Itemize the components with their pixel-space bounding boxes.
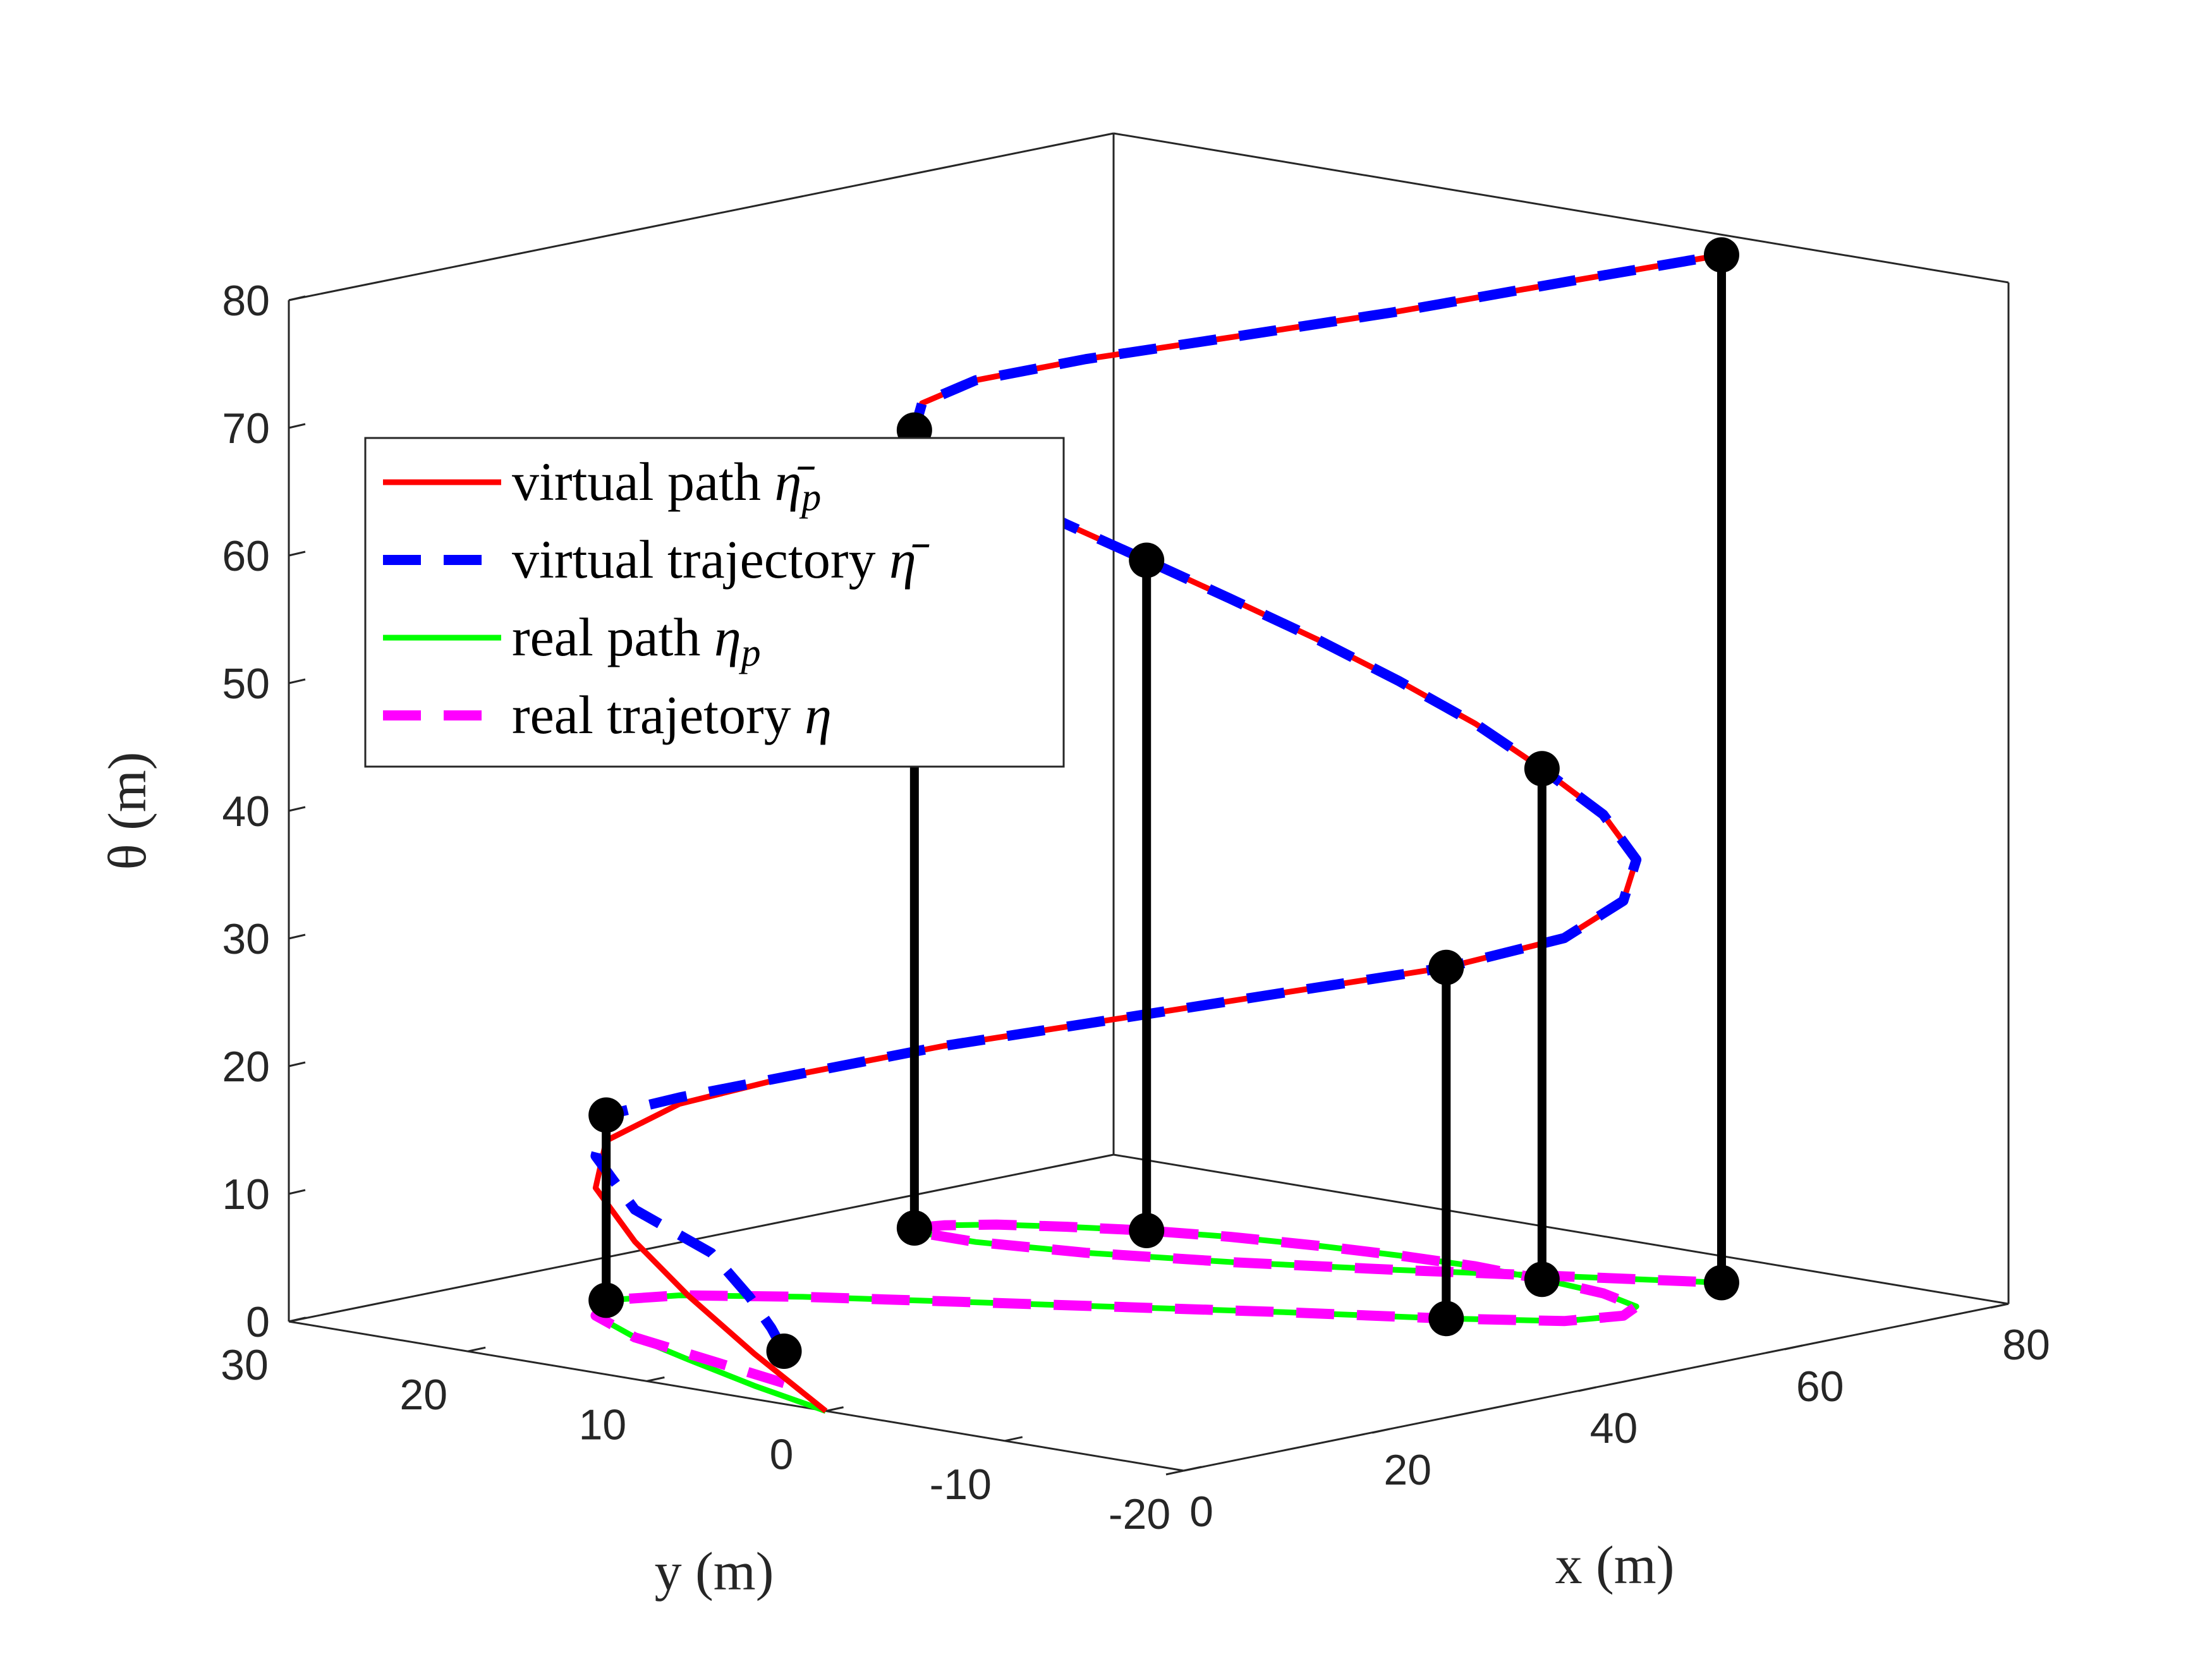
top-edge-back-y (1113, 132, 2009, 284)
marker-point (1703, 237, 1739, 273)
y-tick-label: 0 (770, 1431, 794, 1479)
y-axis-line (288, 1320, 1184, 1472)
z-tick-label: 80 (222, 277, 270, 325)
legend-label: virtual path η̄p (512, 451, 821, 519)
x-tick-label: 40 (1590, 1404, 1638, 1452)
z-tick-label: 10 (222, 1170, 270, 1218)
x-tick-mark (1578, 1386, 1596, 1392)
z-tick-label: 70 (222, 404, 270, 453)
marker-point (588, 1097, 624, 1133)
x-tick-mark (1371, 1428, 1390, 1434)
z-tick-mark (288, 550, 306, 557)
y-tick-mark (467, 1346, 486, 1352)
z-tick-mark (288, 1189, 306, 1195)
axis-ticks: 0 20 40 60 80 30 20 10 0 -10 -20 0 10 20 30 40 50 60 70 80 (221, 277, 2050, 1538)
z-tick-label: 40 (222, 787, 270, 836)
x-tick-mark (1990, 1303, 2009, 1309)
y-tick-mark (647, 1376, 665, 1382)
marker-layer (588, 237, 1739, 1369)
floor-back-edge-y (1113, 1153, 2009, 1305)
y-tick-label: 10 (579, 1401, 627, 1449)
z-tick-label: 0 (246, 1298, 270, 1346)
z-tick-label: 20 (222, 1043, 270, 1091)
marker-point (1129, 542, 1165, 578)
x-tick-label: 20 (1383, 1446, 1431, 1494)
z-tick-mark (288, 678, 306, 684)
marker-point-floor (1428, 1301, 1464, 1337)
z-tick-label: 30 (222, 915, 270, 963)
z-tick-mark (288, 933, 306, 940)
z-tick-mark (288, 806, 306, 812)
x-tick-label: 0 (1189, 1488, 1213, 1536)
legend-label: virtual trajectory η̄ (512, 529, 930, 590)
z-tick-mark (288, 423, 306, 429)
marker-point-floor (588, 1282, 624, 1318)
y-tick-label: -20 (1109, 1490, 1170, 1538)
legend: virtual path η̄p virtual trajectory η̄ rea… (364, 437, 1065, 768)
floor-back-edge-x (288, 1153, 1114, 1323)
legend-label: real trajetory η (512, 684, 832, 745)
y-tick-mark (825, 1406, 844, 1413)
y-tick-label: 20 (399, 1371, 447, 1419)
z-tick-mark (288, 1061, 306, 1067)
series-virtual-trajectory (590, 250, 1723, 1354)
marker-point-floor (896, 1210, 932, 1246)
z-tick-mark (288, 1316, 306, 1323)
marker-point (1428, 949, 1464, 985)
x-tick-label: 60 (1796, 1363, 1844, 1411)
marker-point (1524, 751, 1560, 787)
legend-box (364, 437, 1065, 768)
marker-point-floor (1129, 1213, 1165, 1249)
connector-layer (602, 255, 1726, 1319)
legend-label: real path ηp (512, 607, 761, 674)
y-tick-label: 30 (221, 1341, 269, 1389)
marker-point (766, 1333, 802, 1369)
z-tick-label: 50 (222, 660, 270, 708)
x-tick-mark (1165, 1469, 1184, 1476)
x-tick-label: 80 (2002, 1321, 2050, 1369)
y-axis-label: y (m) (655, 1541, 774, 1601)
y-tick-mark (1183, 1466, 1202, 1472)
marker-point-floor (1703, 1265, 1739, 1301)
y-tick-mark (1004, 1436, 1023, 1442)
y-tick-label: -10 (930, 1461, 992, 1509)
series-real-trajectory (590, 1219, 1722, 1389)
z-axis-label: θ (m) (97, 752, 157, 870)
x-tick-mark (1784, 1344, 1803, 1351)
top-edge-back-x (288, 132, 1114, 301)
marker-point-floor (1524, 1261, 1560, 1297)
z-tick-mark (288, 295, 306, 301)
x-axis-label: x (m) (1555, 1534, 1675, 1595)
z-tick-label: 60 (222, 532, 270, 580)
